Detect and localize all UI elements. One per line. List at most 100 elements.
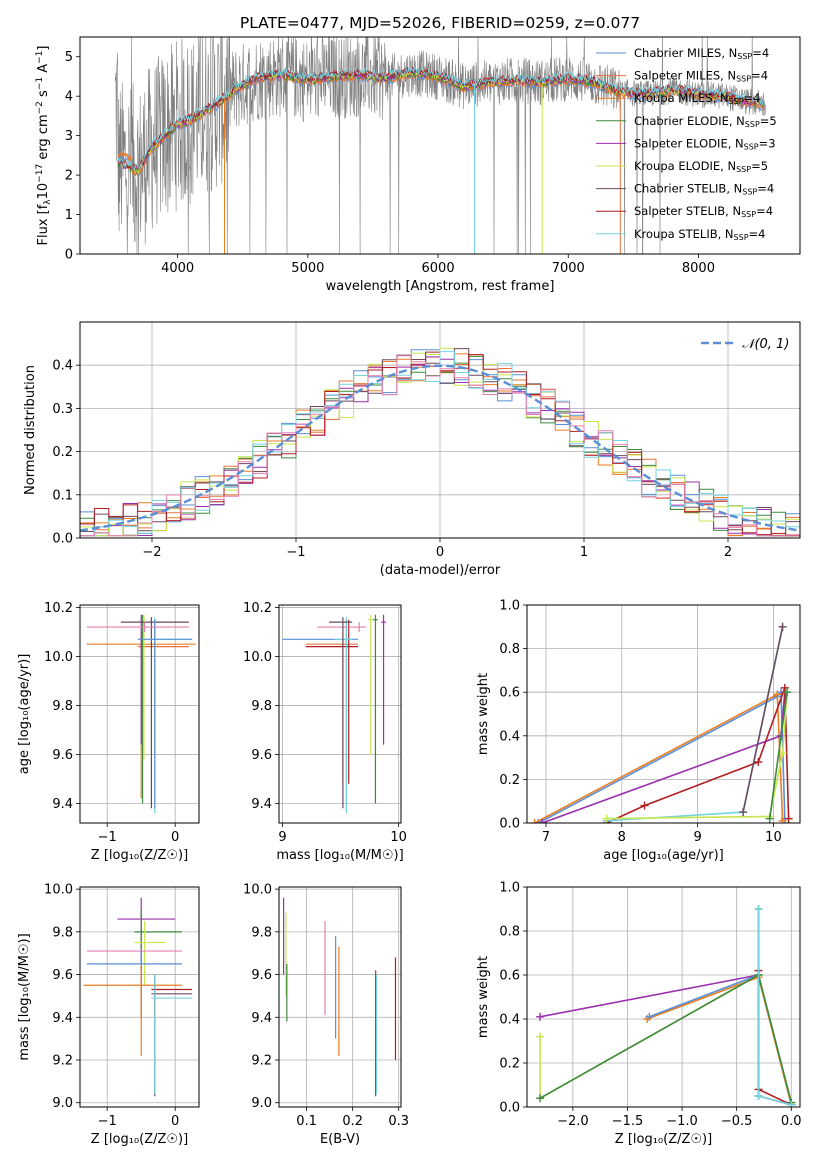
panel-weight_vs_age: 7 8 9 10 0.0 0.2 0.4 0.6 0.8 1.0 age [log₁₀(age/yr… — [476, 599, 801, 863]
histogram-series — [80, 347, 800, 537]
weight-series-line — [606, 626, 784, 822]
y-tick-label: 9.0 — [251, 1096, 272, 1111]
y-tick-label: 10.0 — [44, 650, 73, 665]
chart-title: PLATE=0477, MJD=52026, FIBERID=0259, z=0… — [240, 14, 640, 32]
plot-area — [80, 605, 199, 823]
axes-frame — [526, 886, 801, 1108]
y-axis-label: Flux [fλ10−17 erg cm−2 s−1 A−1] — [35, 46, 53, 246]
weight-series-line — [757, 909, 792, 1106]
x-tick-label: 0.1 — [296, 1114, 317, 1129]
axes-frame — [526, 604, 801, 824]
y-tick-label: 9.8 — [52, 699, 73, 714]
y-tick-label: 10.0 — [243, 650, 272, 665]
y-tick-label: 0.1 — [52, 488, 73, 503]
panel-age_vs_Z: −1 0 9.4 9.6 9.8 10.0 10.2 Z [log₁₀(Z/Z☉)] age [… — [17, 601, 200, 863]
x-tick-label: 8 — [618, 830, 626, 845]
y-tick-label: 10.0 — [44, 883, 73, 898]
x-tick-label: −1.5 — [612, 1114, 644, 1129]
x-tick-label: 0.3 — [388, 1114, 409, 1129]
y-tick-label: 2 — [65, 169, 73, 184]
plot-area — [527, 605, 800, 823]
axes-frame — [79, 321, 801, 539]
x-axis-label: Z [log₁₀(Z/Z☉)] — [615, 1132, 712, 1147]
axes-frame — [79, 604, 200, 824]
y-tick-label: 3 — [65, 129, 73, 144]
y-tick-label: 10.0 — [243, 883, 272, 898]
y-tick-label: 0.2 — [499, 773, 520, 788]
plot-area — [527, 887, 800, 1107]
y-tick-label: 9.6 — [251, 748, 272, 763]
y-tick-label: 9.8 — [251, 925, 272, 940]
weight-series-line — [539, 973, 793, 1103]
y-tick-label: 9.4 — [251, 797, 272, 812]
x-tick-label: 10 — [390, 830, 407, 845]
model-spectrum — [117, 69, 764, 174]
y-tick-label: 0.0 — [52, 532, 73, 547]
y-tick-label: 0.8 — [499, 642, 520, 657]
x-tick-label: 7 — [542, 830, 550, 845]
weight-series-line — [538, 690, 786, 823]
x-tick-label: 7000 — [552, 261, 585, 276]
y-tick-label: 9.6 — [52, 748, 73, 763]
y-tick-label: 1.0 — [499, 881, 520, 896]
x-tick-label: 10 — [765, 830, 782, 845]
histogram-series — [80, 353, 800, 537]
y-tick-label: 0.0 — [499, 1101, 520, 1116]
x-axis-label: (data-model)/error — [380, 563, 501, 578]
x-axis-label: E(B-V) — [320, 1132, 360, 1147]
y-tick-label: 0.0 — [499, 817, 520, 832]
x-tick-label: −0.5 — [721, 1114, 753, 1129]
weight-series-line — [606, 692, 788, 820]
legend-entry: Chabrier STELIB, NSSP=4 — [634, 182, 774, 197]
y-axis-label: Normed distribution — [23, 365, 38, 495]
histogram-series — [80, 351, 800, 537]
legend-entry: Salpeter ELODIE, NSSP=3 — [634, 136, 776, 151]
y-tick-label: 5 — [65, 50, 73, 65]
weight-series-line — [768, 692, 788, 819]
y-tick-label: 0.6 — [499, 969, 520, 984]
legend-entry: 𝒩(0, 1) — [742, 337, 789, 352]
x-axis-label: Z [log₁₀(Z/Z☉)] — [91, 848, 188, 863]
y-tick-label: 0.6 — [499, 686, 520, 701]
legend-entry: Kroupa ELODIE, NSSP=5 — [634, 159, 768, 174]
y-tick-label: 9.4 — [52, 797, 73, 812]
y-tick-label: 0.2 — [499, 1057, 520, 1072]
panel-mass_vs_ebv: 0.1 0.2 0.3 9.0 9.2 9.4 9.6 9.8 10.0 E(B-V) — [243, 883, 409, 1147]
x-tick-label: −1 — [286, 545, 305, 560]
histogram-series — [80, 348, 800, 537]
histogram-series — [80, 351, 800, 537]
y-tick-label: 9.6 — [52, 968, 73, 983]
panel-age_vs_mass: 9 10 9.4 9.6 9.8 10.0 10.2 mass [log₁₀(M/M☉)] — [243, 601, 407, 863]
x-tick-label: 5000 — [291, 261, 324, 276]
y-tick-label: 9.8 — [251, 699, 272, 714]
x-axis-label: age [log₁₀(age/yr)] — [603, 848, 724, 863]
x-tick-label: −1.0 — [666, 1114, 698, 1129]
y-tick-label: 0.2 — [52, 445, 73, 460]
plot-area — [80, 322, 800, 538]
histogram-series — [80, 355, 800, 537]
x-tick-label: 4000 — [161, 261, 194, 276]
y-tick-label: 0.3 — [52, 402, 73, 417]
x-tick-label: 8000 — [682, 261, 715, 276]
panel-weight_vs_Z: −2.0 −1.5 −1.0 −0.5 0.0 0.0 0.2 0.4 0.6 0.8 1.0 Z [… — [476, 881, 802, 1148]
weight-series-line — [649, 973, 793, 1103]
y-tick-label: 10.2 — [44, 601, 73, 616]
y-tick-label: 9.4 — [52, 1011, 73, 1026]
panel-spectrum: 4000 5000 6000 7000 8000 0 1 2 3 4 5 PLATE=0477, MJ… — [35, 14, 801, 294]
y-tick-label: 0.4 — [499, 729, 520, 744]
axes-frame — [278, 886, 402, 1108]
y-tick-label: 0.4 — [52, 359, 73, 374]
x-axis-label: Z [log₁₀(Z/Z☉)] — [91, 1132, 188, 1147]
legend-entry: Salpeter MILES, NSSP=4 — [634, 69, 768, 84]
y-tick-label: 0 — [65, 248, 73, 263]
y-axis-label: age [log₁₀(age/yr)] — [17, 654, 32, 775]
y-axis-label: mass weight — [476, 673, 491, 755]
y-tick-label: 0.8 — [499, 925, 520, 940]
y-axis-label: mass weight — [476, 956, 491, 1038]
normal-curve — [80, 364, 800, 532]
weight-series-line — [757, 909, 792, 1106]
y-axis-label: mass [log₁₀(M/M☉)] — [17, 933, 32, 1060]
y-tick-label: 0.4 — [499, 1013, 520, 1028]
x-tick-label: 6000 — [422, 261, 455, 276]
